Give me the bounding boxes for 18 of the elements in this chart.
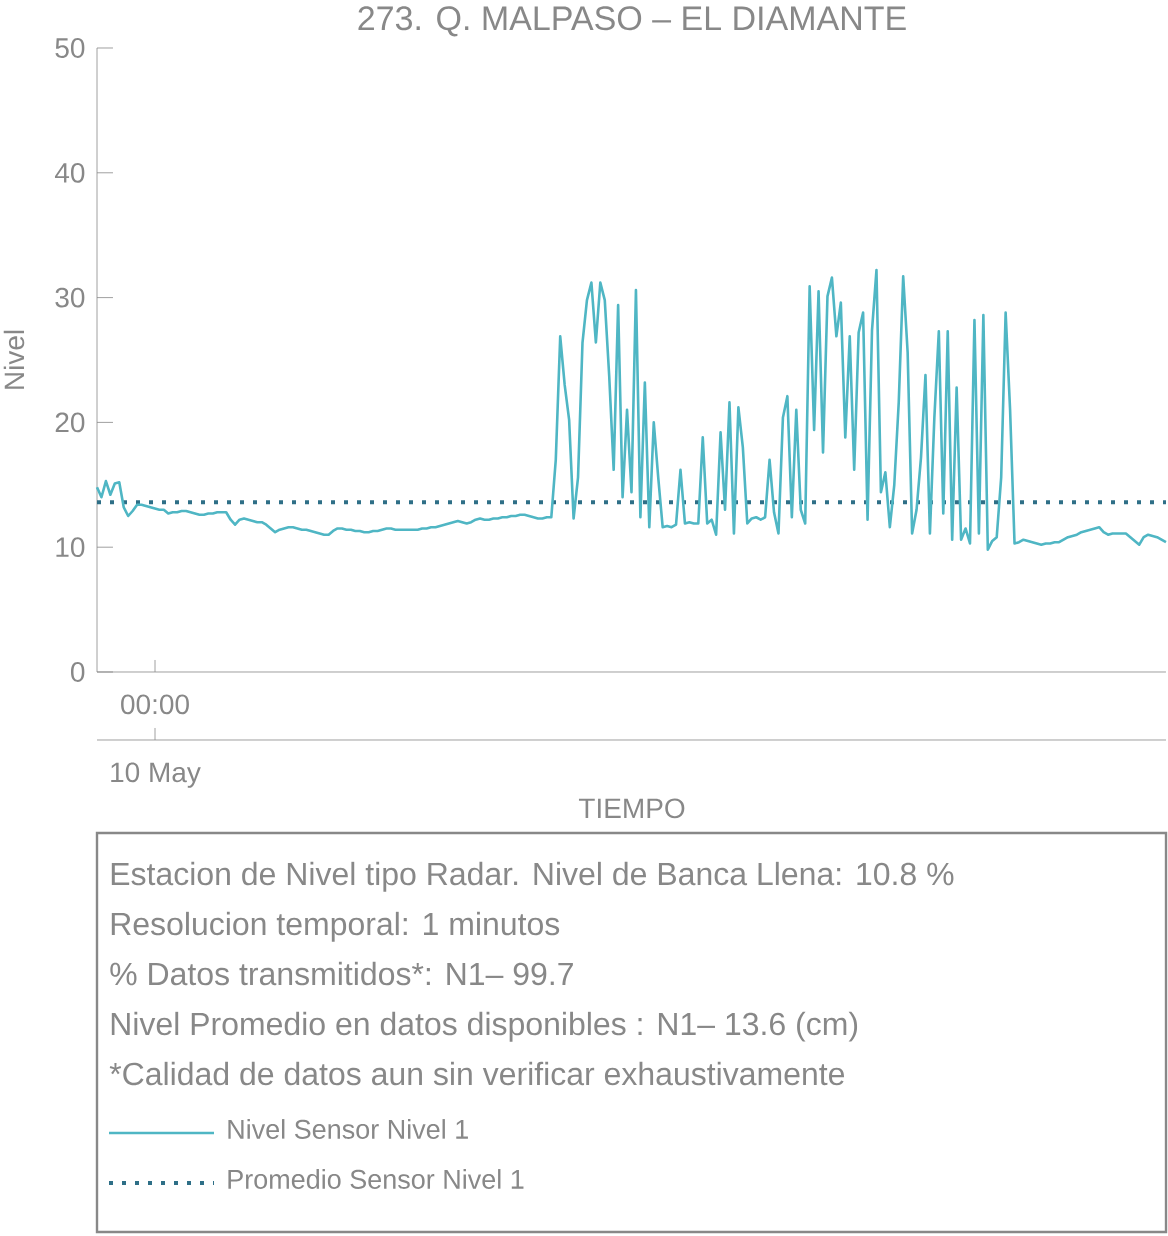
y-tick-label: 0	[70, 662, 85, 682]
chart-title: 273. Q. MALPASO – EL DIAMANTE	[358, 6, 906, 37]
text: 00:00	[121, 694, 189, 715]
x-axis-title: TIEMPO	[578, 798, 685, 819]
text: Estacion de Nivel tipo Radar. Nivel de Banca Llena: 10.8 %	[111, 861, 954, 892]
y-tick-label: 50	[55, 38, 85, 58]
legend-label: Promedio Sensor Nivel 1	[228, 1169, 524, 1189]
text: Resolucion temporal: 1 minutos	[111, 911, 560, 942]
text: Nivel Promedio en datos disponibles : N1– 13.6 (cm)	[111, 1011, 858, 1042]
legend-label: Nivel Sensor Nivel 1	[228, 1119, 468, 1139]
y-tick-label: 20	[55, 412, 85, 433]
y-tick-label: 40	[54, 162, 85, 183]
text: % Datos transmitidos*: N1– 99.7	[110, 961, 573, 986]
y-axis-title: Nivel	[3, 330, 25, 389]
text: *Calidad de datos aun sin verificar exhaustivamente	[109, 1061, 845, 1086]
text: 10 May	[111, 762, 201, 788]
y-tick-label: 10	[56, 537, 85, 558]
y-tick-label: 30	[55, 287, 85, 308]
